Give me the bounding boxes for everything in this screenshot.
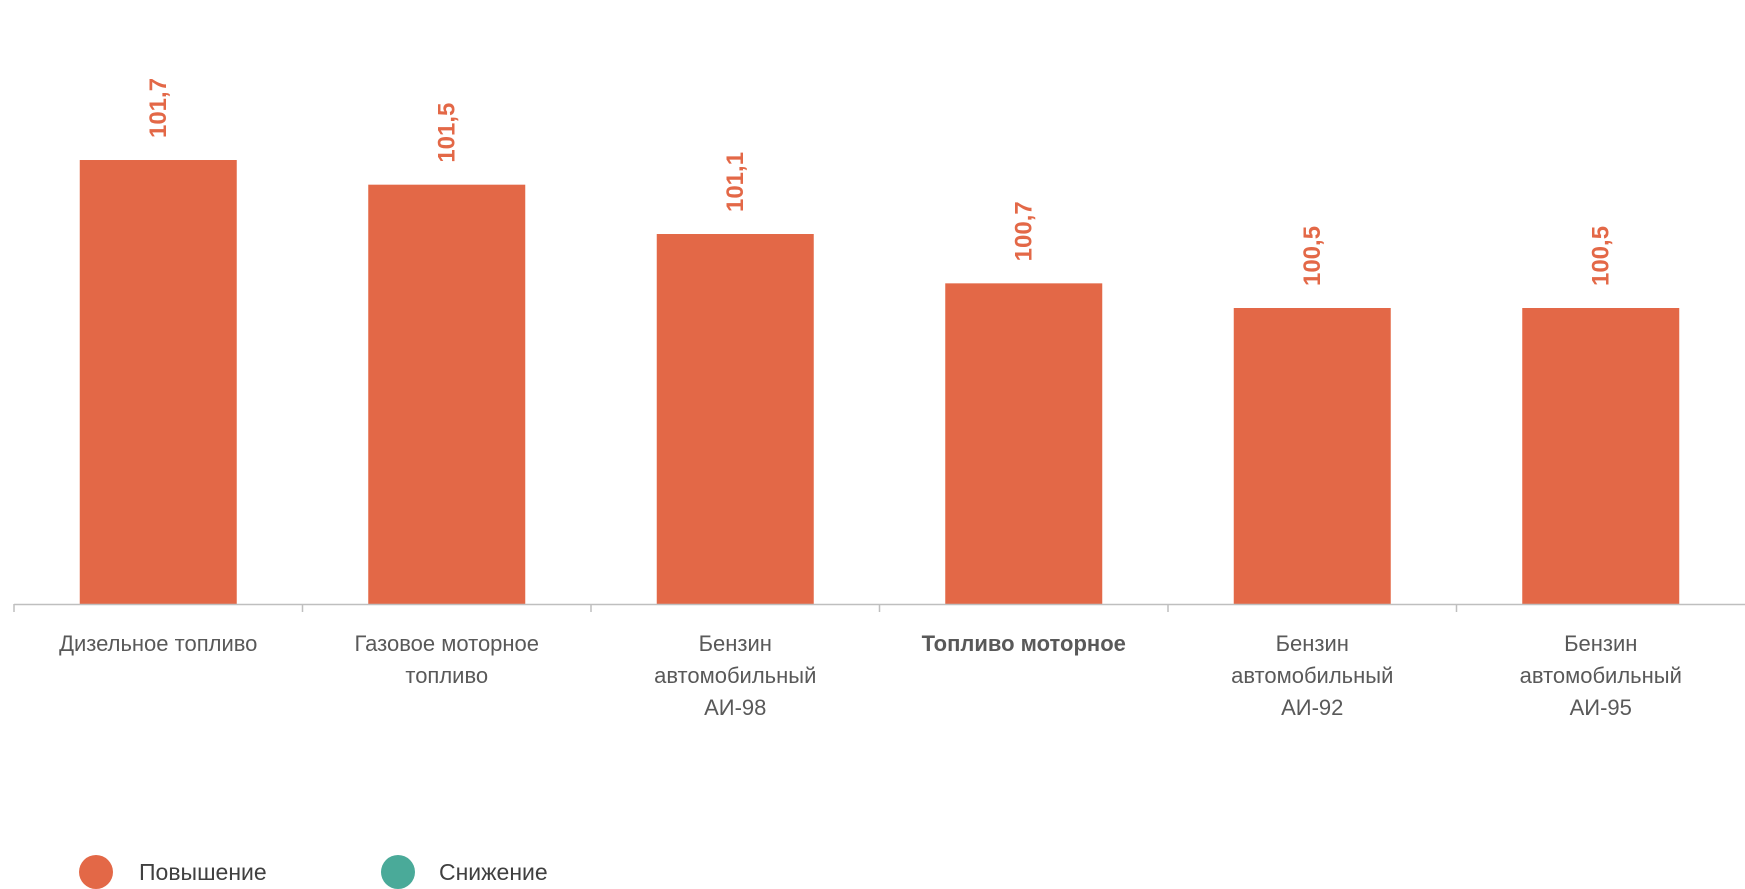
data-label: 101,5 xyxy=(434,103,461,163)
bars-group xyxy=(79,160,1680,605)
category-label-line: автомобильный xyxy=(1231,663,1393,688)
category-label-line: Бензин xyxy=(1564,631,1637,656)
category-label: Бензин автомобильный АИ-98 xyxy=(654,631,816,720)
legend-swatch-decrease xyxy=(381,855,415,889)
legend: Повышение Снижение xyxy=(79,855,548,889)
category-label-line: Топливо моторное xyxy=(922,631,1126,656)
category-label: Бензин автомобильный АИ-92 xyxy=(1231,631,1393,720)
data-label: 100,5 xyxy=(1299,226,1326,286)
category-label-line: автомобильный xyxy=(1520,663,1682,688)
category-label-line: АИ-92 xyxy=(1281,695,1343,720)
legend-item-decrease: Снижение xyxy=(381,855,548,889)
legend-label-decrease: Снижение xyxy=(439,859,548,885)
category-label-line: АИ-98 xyxy=(704,695,766,720)
category-label-line: топливо xyxy=(405,663,488,688)
category-label-line: Газовое моторное xyxy=(354,631,539,656)
category-label-line: Бензин xyxy=(699,631,772,656)
bar xyxy=(79,160,237,604)
x-axis-ticks-group xyxy=(13,604,1458,612)
legend-swatch-increase xyxy=(79,855,113,889)
data-label: 101,7 xyxy=(145,78,172,138)
category-label: Дизельное топливо xyxy=(59,631,257,656)
value-labels-group: 101,7 101,5 101,1 100,7 100,5 100,5 xyxy=(145,78,1615,286)
category-label-line: автомобильный xyxy=(654,663,816,688)
bar xyxy=(1522,308,1680,604)
bar xyxy=(1233,308,1391,604)
bar xyxy=(945,283,1103,604)
legend-label-increase: Повышение xyxy=(139,859,267,885)
category-label-line: АИ-95 xyxy=(1570,695,1632,720)
data-label: 100,5 xyxy=(1588,226,1615,286)
category-label: Газовое моторное топливо xyxy=(354,631,539,688)
legend-item-increase: Повышение xyxy=(79,855,267,889)
category-label: Топливо моторное xyxy=(922,631,1126,656)
bar xyxy=(656,234,814,604)
data-label: 100,7 xyxy=(1011,201,1038,261)
data-label: 101,1 xyxy=(722,152,749,212)
category-labels-group: Дизельное топливо Газовое моторное топливо… xyxy=(59,631,1682,720)
category-label-line: Бензин xyxy=(1276,631,1349,656)
category-label-line: Дизельное топливо xyxy=(59,631,257,656)
category-label: Бензин автомобильный АИ-95 xyxy=(1520,631,1682,720)
bar xyxy=(368,184,526,605)
